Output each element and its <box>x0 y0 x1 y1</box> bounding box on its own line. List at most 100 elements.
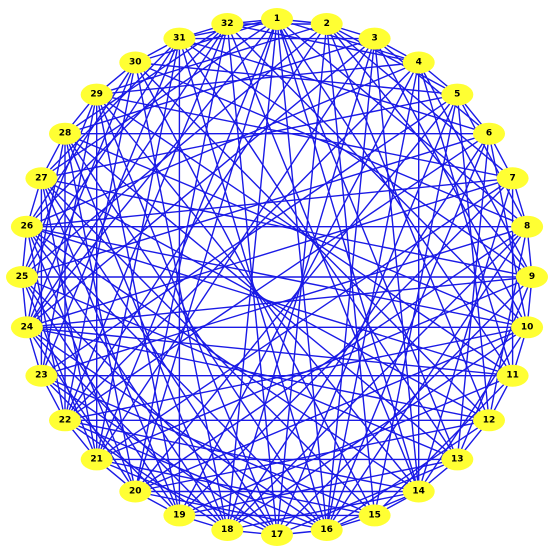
node-label: 32 <box>221 19 234 29</box>
node-label: 28 <box>59 129 72 139</box>
node-label: 9 <box>529 272 535 282</box>
edge-5-8 <box>456 94 528 228</box>
edge-18-24 <box>26 326 228 531</box>
node-6: 6 <box>473 122 505 145</box>
node-5: 5 <box>441 83 474 106</box>
edge-24-32 <box>26 23 228 328</box>
edge-7-21 <box>96 177 513 460</box>
node-31: 31 <box>163 27 196 50</box>
node-label: 18 <box>221 525 234 535</box>
node-16: 16 <box>310 519 343 541</box>
node-ellipse <box>441 448 474 471</box>
edge-25-29 <box>21 94 98 278</box>
edge-11-29 <box>96 94 513 377</box>
node-ellipse <box>511 316 544 339</box>
edge-20-26 <box>26 226 136 492</box>
node-ellipse <box>49 122 81 145</box>
node-19: 19 <box>163 504 196 527</box>
edge-3-24 <box>26 38 376 328</box>
edge-4-32 <box>227 23 419 64</box>
edge-26-32 <box>26 23 228 228</box>
node-29: 29 <box>80 83 113 106</box>
node-17: 17 <box>261 524 293 546</box>
edge-7-24 <box>26 177 513 328</box>
node-9: 9 <box>516 266 548 288</box>
node-ellipse <box>25 364 58 387</box>
edge-25-31 <box>21 38 180 278</box>
edge-10-28 <box>64 133 528 328</box>
node-30: 30 <box>119 51 152 74</box>
node-ellipse <box>261 8 293 30</box>
node-ellipse <box>163 504 196 527</box>
node-ellipse <box>119 51 152 74</box>
edge-6-10 <box>488 133 528 328</box>
node-label: 27 <box>35 173 48 183</box>
node-14: 14 <box>402 480 435 503</box>
edge-5-20 <box>134 94 458 492</box>
node-label: 22 <box>59 415 72 425</box>
edge-3-16 <box>326 38 376 531</box>
node-22: 22 <box>49 409 81 432</box>
edge-20-32 <box>134 23 228 492</box>
edge-7-14 <box>418 178 514 492</box>
node-label: 6 <box>486 129 492 139</box>
node-1: 1 <box>261 8 293 30</box>
node-label: 11 <box>506 371 519 381</box>
node-ellipse <box>402 480 435 503</box>
node-label: 2 <box>324 19 330 29</box>
edge-5-12 <box>456 94 490 421</box>
node-ellipse <box>496 364 529 387</box>
node-ellipse <box>441 83 474 106</box>
node-ellipse <box>516 266 548 288</box>
node-label: 25 <box>16 272 29 282</box>
node-4: 4 <box>402 51 435 74</box>
node-label: 23 <box>35 371 48 381</box>
node-label: 30 <box>129 58 142 68</box>
edge-2-25 <box>21 23 328 278</box>
edge-11-24 <box>26 326 513 377</box>
node-label: 14 <box>412 487 425 497</box>
edge-23-29 <box>40 94 98 376</box>
node-32: 32 <box>211 13 244 35</box>
node-label: 1 <box>274 14 280 24</box>
edge-19-29 <box>96 94 181 516</box>
node-ellipse <box>511 215 544 238</box>
node-ellipse <box>25 167 58 190</box>
node-ellipse <box>80 448 113 471</box>
node-label: 26 <box>21 222 34 232</box>
node-13: 13 <box>441 448 474 471</box>
edge-1-27 <box>41 18 278 179</box>
node-label: 12 <box>483 415 496 425</box>
node-28: 28 <box>49 122 81 145</box>
node-8: 8 <box>511 215 544 238</box>
node-label: 7 <box>509 173 515 183</box>
edge-1-13 <box>276 18 458 460</box>
edge-24-28 <box>26 133 66 328</box>
edge-11-15 <box>374 375 514 516</box>
node-23: 23 <box>25 364 58 387</box>
node-ellipse <box>6 266 38 288</box>
node-label: 24 <box>21 322 34 332</box>
node-ellipse <box>80 83 113 106</box>
edge-1-24 <box>26 18 278 328</box>
edge-16-22 <box>64 419 327 531</box>
node-label: 29 <box>90 90 103 100</box>
edge-6-31 <box>179 37 490 135</box>
edge-26-30 <box>26 62 136 228</box>
edge-4-29 <box>96 61 419 96</box>
node-10: 10 <box>511 316 544 339</box>
node-7: 7 <box>496 167 529 190</box>
node-20: 20 <box>119 480 152 503</box>
node-ellipse <box>10 215 43 238</box>
node-ellipse <box>310 519 343 541</box>
node-3: 3 <box>358 27 391 50</box>
node-label: 10 <box>521 322 534 332</box>
node-ellipse <box>473 122 505 145</box>
edge-3-28 <box>64 37 375 135</box>
edge-12-30 <box>134 62 490 421</box>
node-26: 26 <box>10 215 43 238</box>
edge-3-14 <box>373 38 420 492</box>
node-label: 17 <box>271 530 284 540</box>
node-21: 21 <box>80 448 113 471</box>
